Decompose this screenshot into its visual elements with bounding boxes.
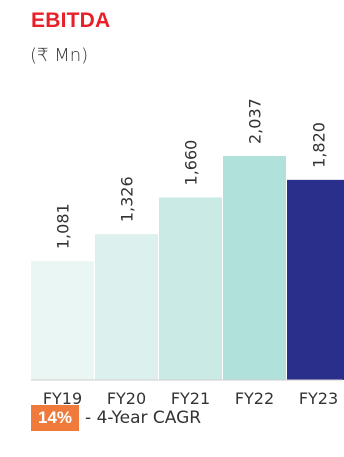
value-label-fy23: 1,820 [310, 122, 329, 168]
category-label-fy22: FY22 [235, 389, 274, 408]
value-label-fy22: 2,037 [246, 98, 265, 144]
bar-fy20 [95, 234, 158, 380]
category-label-fy21: FY21 [171, 389, 210, 408]
category-label-fy20: FY20 [107, 389, 146, 408]
bar-fy21 [159, 197, 222, 380]
cagr-label: - 4-Year CAGR [85, 408, 202, 428]
bar-fy23 [287, 179, 344, 380]
cagr-footer: 14% - 4-Year CAGR [31, 405, 201, 431]
value-label-fy20: 1,326 [118, 176, 137, 222]
category-label-fy19: FY19 [43, 389, 82, 408]
cagr-badge: 14% [31, 405, 80, 431]
category-label-fy23: FY23 [299, 389, 338, 408]
chart-title: EBITDA [31, 9, 111, 32]
bar-fy22 [223, 156, 286, 380]
chart-unit: (₹ Mn) [30, 45, 89, 66]
value-label-fy19: 1,081 [54, 203, 73, 249]
bar-fy19 [31, 261, 94, 380]
value-label-fy21: 1,660 [182, 140, 201, 186]
